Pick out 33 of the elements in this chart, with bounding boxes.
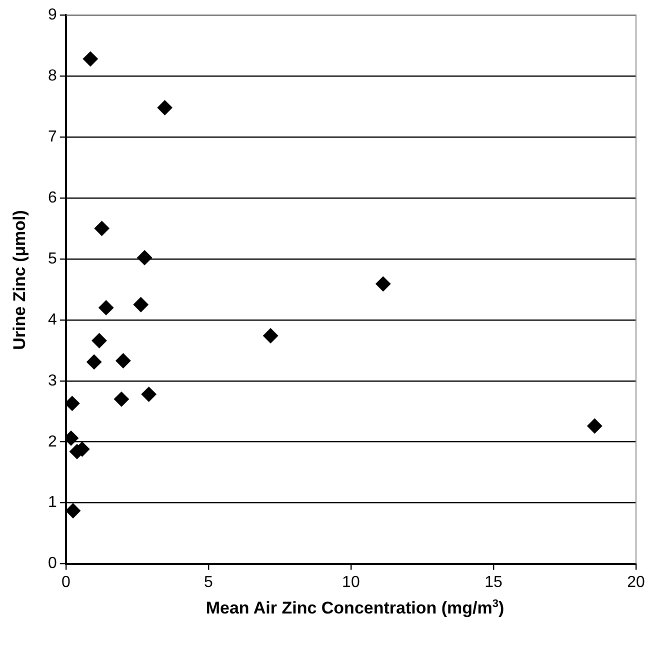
point	[114, 392, 129, 407]
y-tick-label: 4	[48, 311, 57, 328]
point	[86, 354, 102, 370]
point	[133, 297, 148, 312]
x-tick-label: 10	[342, 574, 360, 591]
x-tick-label: 5	[204, 574, 213, 591]
point	[587, 418, 602, 434]
point	[82, 51, 98, 66]
x-tick-label: 0	[61, 574, 70, 591]
point	[376, 276, 391, 292]
y-tick-label: 2	[48, 433, 57, 450]
x-tick-label: 15	[484, 574, 502, 591]
x-tick-label: 20	[627, 574, 645, 591]
point	[116, 353, 131, 368]
y-tick-label: 1	[48, 494, 57, 512]
point	[66, 396, 80, 411]
point	[157, 100, 172, 116]
y-tick-label: 3	[48, 372, 57, 390]
point	[141, 386, 156, 402]
x-axis-title: Mean Air Zinc Concentration (mg/m$^{3}$)	[204, 598, 506, 619]
y-tick-label: 9	[48, 6, 57, 24]
y-tick-label: 5	[48, 250, 57, 268]
point	[94, 220, 110, 236]
y-tick-label: 6	[48, 189, 57, 206]
y-tick-label: 8	[48, 67, 57, 84]
point	[98, 300, 114, 316]
point	[263, 328, 278, 344]
point	[137, 250, 152, 266]
y-tick-label: 0	[48, 555, 57, 572]
y-tick-label: 7	[48, 128, 57, 146]
point	[66, 503, 81, 518]
y-axis-title: Urine Zinc (μmol)	[10, 209, 30, 352]
point	[92, 333, 107, 348]
